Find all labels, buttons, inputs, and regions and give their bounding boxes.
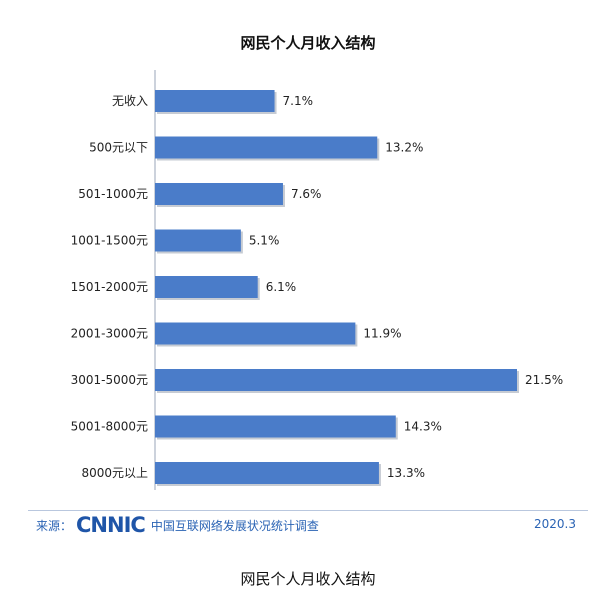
bar: [155, 90, 275, 112]
bar: [155, 462, 379, 484]
value-label: 13.2%: [385, 141, 423, 155]
logo-text: CNNIC: [76, 513, 146, 537]
cnnic-logo: CNNIC: [76, 513, 146, 537]
value-label: 7.6%: [291, 187, 322, 201]
bar: [155, 183, 283, 205]
footer-divider: [28, 510, 588, 511]
value-label: 7.1%: [283, 94, 314, 108]
source-line: 来源： CNNIC 中国互联网络发展状况统计调查: [36, 513, 319, 537]
bar: [155, 322, 356, 345]
value-label: 13.3%: [387, 466, 425, 480]
category-label: 1001-1500元: [71, 234, 148, 248]
category-label: 500元以下: [89, 141, 148, 155]
value-label: 21.5%: [525, 373, 563, 387]
category-label: 501-1000元: [78, 187, 148, 201]
category-label: 5001-8000元: [71, 420, 148, 434]
category-label: 无收入: [112, 94, 148, 108]
bar: [155, 136, 378, 159]
bar: [155, 276, 258, 298]
bar: [155, 369, 517, 391]
category-label: 1501-2000元: [71, 280, 148, 294]
category-label: 8000元以上: [81, 466, 148, 480]
category-label: 3001-5000元: [71, 373, 148, 387]
chart-title: 网民个人月收入结构: [240, 34, 375, 52]
source-label: 来源：: [36, 518, 73, 533]
source-date: 2020.3: [534, 517, 576, 531]
value-label: 6.1%: [266, 280, 297, 294]
category-label: 2001-3000元: [71, 327, 148, 341]
bar: [155, 415, 396, 438]
value-label: 11.9%: [363, 327, 401, 341]
bar: [155, 229, 241, 252]
value-label: 14.3%: [404, 420, 442, 434]
source-organization: 中国互联网络发展状况统计调查: [150, 518, 319, 533]
value-label: 5.1%: [249, 234, 279, 248]
figure-caption: 网民个人月收入结构: [240, 570, 376, 588]
